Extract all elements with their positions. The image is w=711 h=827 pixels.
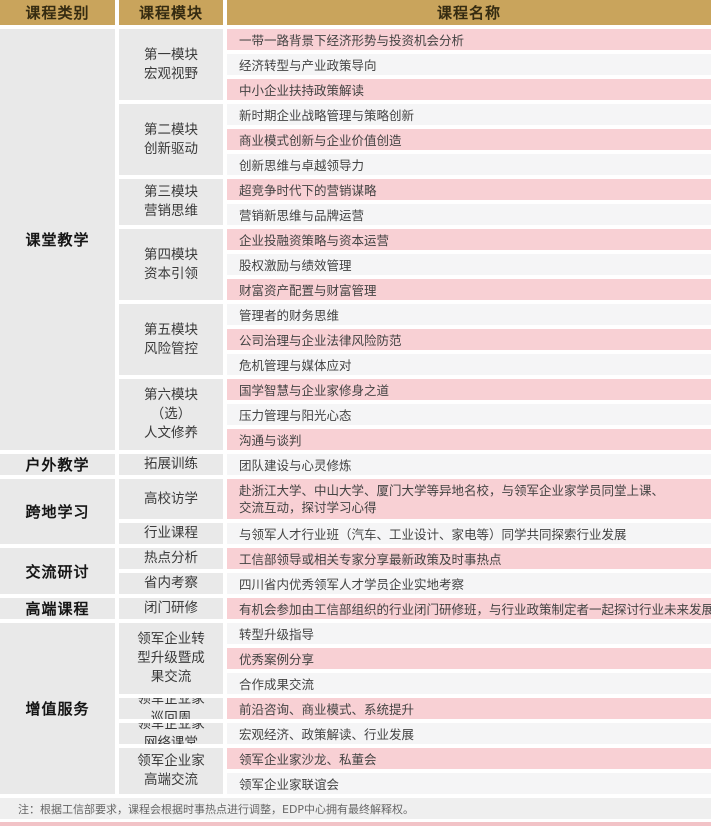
course-cell: 财富资产配置与财富管理 — [227, 279, 711, 300]
module-hotspot-analysis: 热点分析 — [119, 548, 223, 569]
module-1-macro-vision: 第一模块 宏观视野 — [119, 29, 223, 100]
module-university-visit: 高校访学 — [119, 479, 223, 519]
course-cell: 股权激励与绩效管理 — [227, 254, 711, 275]
footnote: 注：根据工信部要求，课程会根据时事热点进行调整，EDP中心拥有最终解释权。 — [0, 798, 711, 819]
course-cell: 有机会参加由工信部组织的行业闭门研修班，与行业政策制定者一起探讨行业未来发展 — [227, 598, 711, 619]
header-course-name: 课程名称 — [227, 0, 711, 25]
course-cell: 团队建设与心灵修炼 — [227, 454, 711, 475]
module-3-marketing-thinking: 第三模块 营销思维 — [119, 179, 223, 225]
module-transformation-results-exchange: 领军企业转 型升级暨成 果交流 — [119, 623, 223, 694]
module-entrepreneur-highend-exchange: 领军企业家 高端交流 — [119, 748, 223, 794]
course-cell: 公司治理与企业法律风险防范 — [227, 329, 711, 350]
module-5-risk-control: 第五模块 风险管控 — [119, 304, 223, 375]
module-industry-course: 行业课程 — [119, 523, 223, 544]
category-value-added-service: 增值服务 — [0, 623, 115, 794]
course-cell: 优秀案例分享 — [227, 648, 711, 669]
module-4-capital-leading: 第四模块 资本引领 — [119, 229, 223, 300]
course-cell: 宏观经济、政策解读、行业发展 — [227, 723, 711, 744]
course-cell: 转型升级指导 — [227, 623, 711, 644]
module-entrepreneur-tour-week: 领军企业家 巡回周 — [119, 698, 223, 719]
module-province-inspection: 省内考察 — [119, 573, 223, 594]
course-cell: 合作成果交流 — [227, 673, 711, 694]
header-course-category: 课程类别 — [0, 0, 115, 25]
course-cell: 商业模式创新与企业价值创造 — [227, 129, 711, 150]
category-exchange-seminar: 交流研讨 — [0, 548, 115, 594]
course-cell: 营销新思维与品牌运营 — [227, 204, 711, 225]
course-cell: 工信部领导或相关专家分享最新政策及时事热点 — [227, 548, 711, 569]
course-cell: 一带一路背景下经济形势与投资机会分析 — [227, 29, 711, 50]
course-cell: 领军企业家联谊会 — [227, 773, 711, 794]
course-cell: 危机管理与媒体应对 — [227, 354, 711, 375]
course-cell: 领军企业家沙龙、私董会 — [227, 748, 711, 769]
module-entrepreneur-online-classroom: 领军企业家 网络课堂 — [119, 723, 223, 744]
header-course-module: 课程模块 — [119, 0, 223, 25]
course-cell: 超竞争时代下的营销谋略 — [227, 179, 711, 200]
module-closed-door-seminar: 闭门研修 — [119, 598, 223, 619]
course-cell: 经济转型与产业政策导向 — [227, 54, 711, 75]
course-cell: 赴浙江大学、中山大学、厦门大学等异地名校，与领军企业家学员同堂上课、 交流互动，… — [227, 479, 711, 519]
category-classroom-teaching: 课堂教学 — [0, 29, 115, 450]
module-expansion-training: 拓展训练 — [119, 454, 223, 475]
course-cell: 管理者的财务思维 — [227, 304, 711, 325]
course-cell: 前沿咨询、商业模式、系统提升 — [227, 698, 711, 719]
course-cell: 与领军人才行业班（汽车、工业设计、家电等）同学共同探索行业发展 — [227, 523, 711, 544]
course-cell: 国学智慧与企业家修身之道 — [227, 379, 711, 400]
course-cell: 新时期企业战略管理与策略创新 — [227, 104, 711, 125]
course-cell: 压力管理与阳光心态 — [227, 404, 711, 425]
category-premium-course: 高端课程 — [0, 598, 115, 619]
course-cell: 企业投融资策略与资本运营 — [227, 229, 711, 250]
module-6-humanistic-cultivation: 第六模块 （选） 人文修养 — [119, 379, 223, 450]
category-cross-region-learning: 跨地学习 — [0, 479, 115, 544]
bottom-pink-strip — [0, 822, 711, 826]
module-2-innovation-drive: 第二模块 创新驱动 — [119, 104, 223, 175]
course-cell: 中小企业扶持政策解读 — [227, 79, 711, 100]
course-cell: 四川省内优秀领军人才学员企业实地考察 — [227, 573, 711, 594]
course-cell: 沟通与谈判 — [227, 429, 711, 450]
course-cell: 创新思维与卓越领导力 — [227, 154, 711, 175]
course-table: 课程类别 课程模块 课程名称 课堂教学 户外教学 跨地学习 交流研讨 高端课程 … — [0, 0, 711, 794]
category-outdoor-teaching: 户外教学 — [0, 454, 115, 475]
